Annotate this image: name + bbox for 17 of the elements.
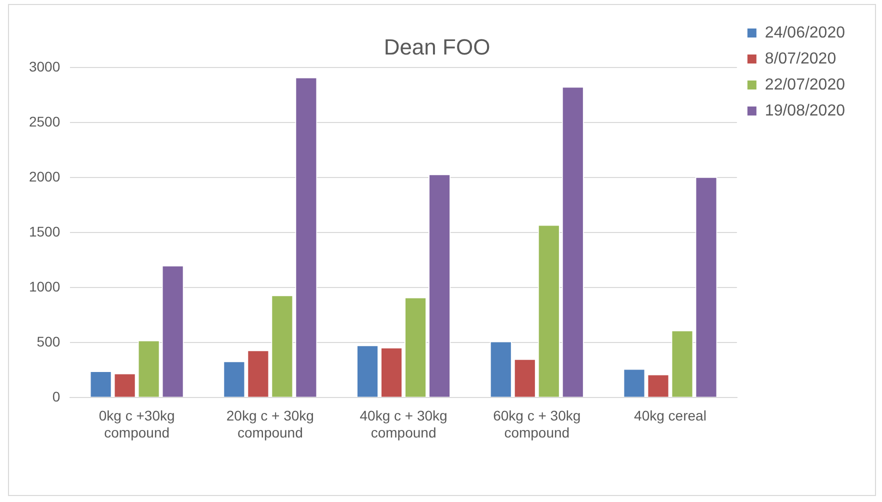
y-tick-label: 1000 (28, 278, 60, 294)
y-tick-label: 0 (52, 388, 60, 404)
legend-label: 24/06/2020 (764, 24, 846, 42)
x-tick-label: 0kg c +30kg compound (98, 408, 175, 440)
chart-title: Dean FOO (384, 34, 490, 60)
x-tick-label: 20kg c + 30kg compound (226, 408, 314, 440)
y-tick-label: 1500 (28, 223, 60, 240)
y-tick-label: 2000 (28, 168, 60, 184)
x-tick-label: 60kg c + 30kg compound (493, 408, 581, 440)
y-tick-label: 3000 (28, 58, 60, 74)
legend-label: 19/08/2020 (764, 102, 846, 120)
y-tick-label: 500 (36, 333, 60, 350)
y-tick-label: 2500 (28, 113, 60, 130)
legend-label: 8/07/2020 (764, 50, 836, 68)
legend-label: 22/07/2020 (764, 76, 846, 94)
x-tick-label: 40kg cereal (634, 408, 706, 424)
x-tick-label: 40kg c + 30kg compound (360, 408, 448, 440)
